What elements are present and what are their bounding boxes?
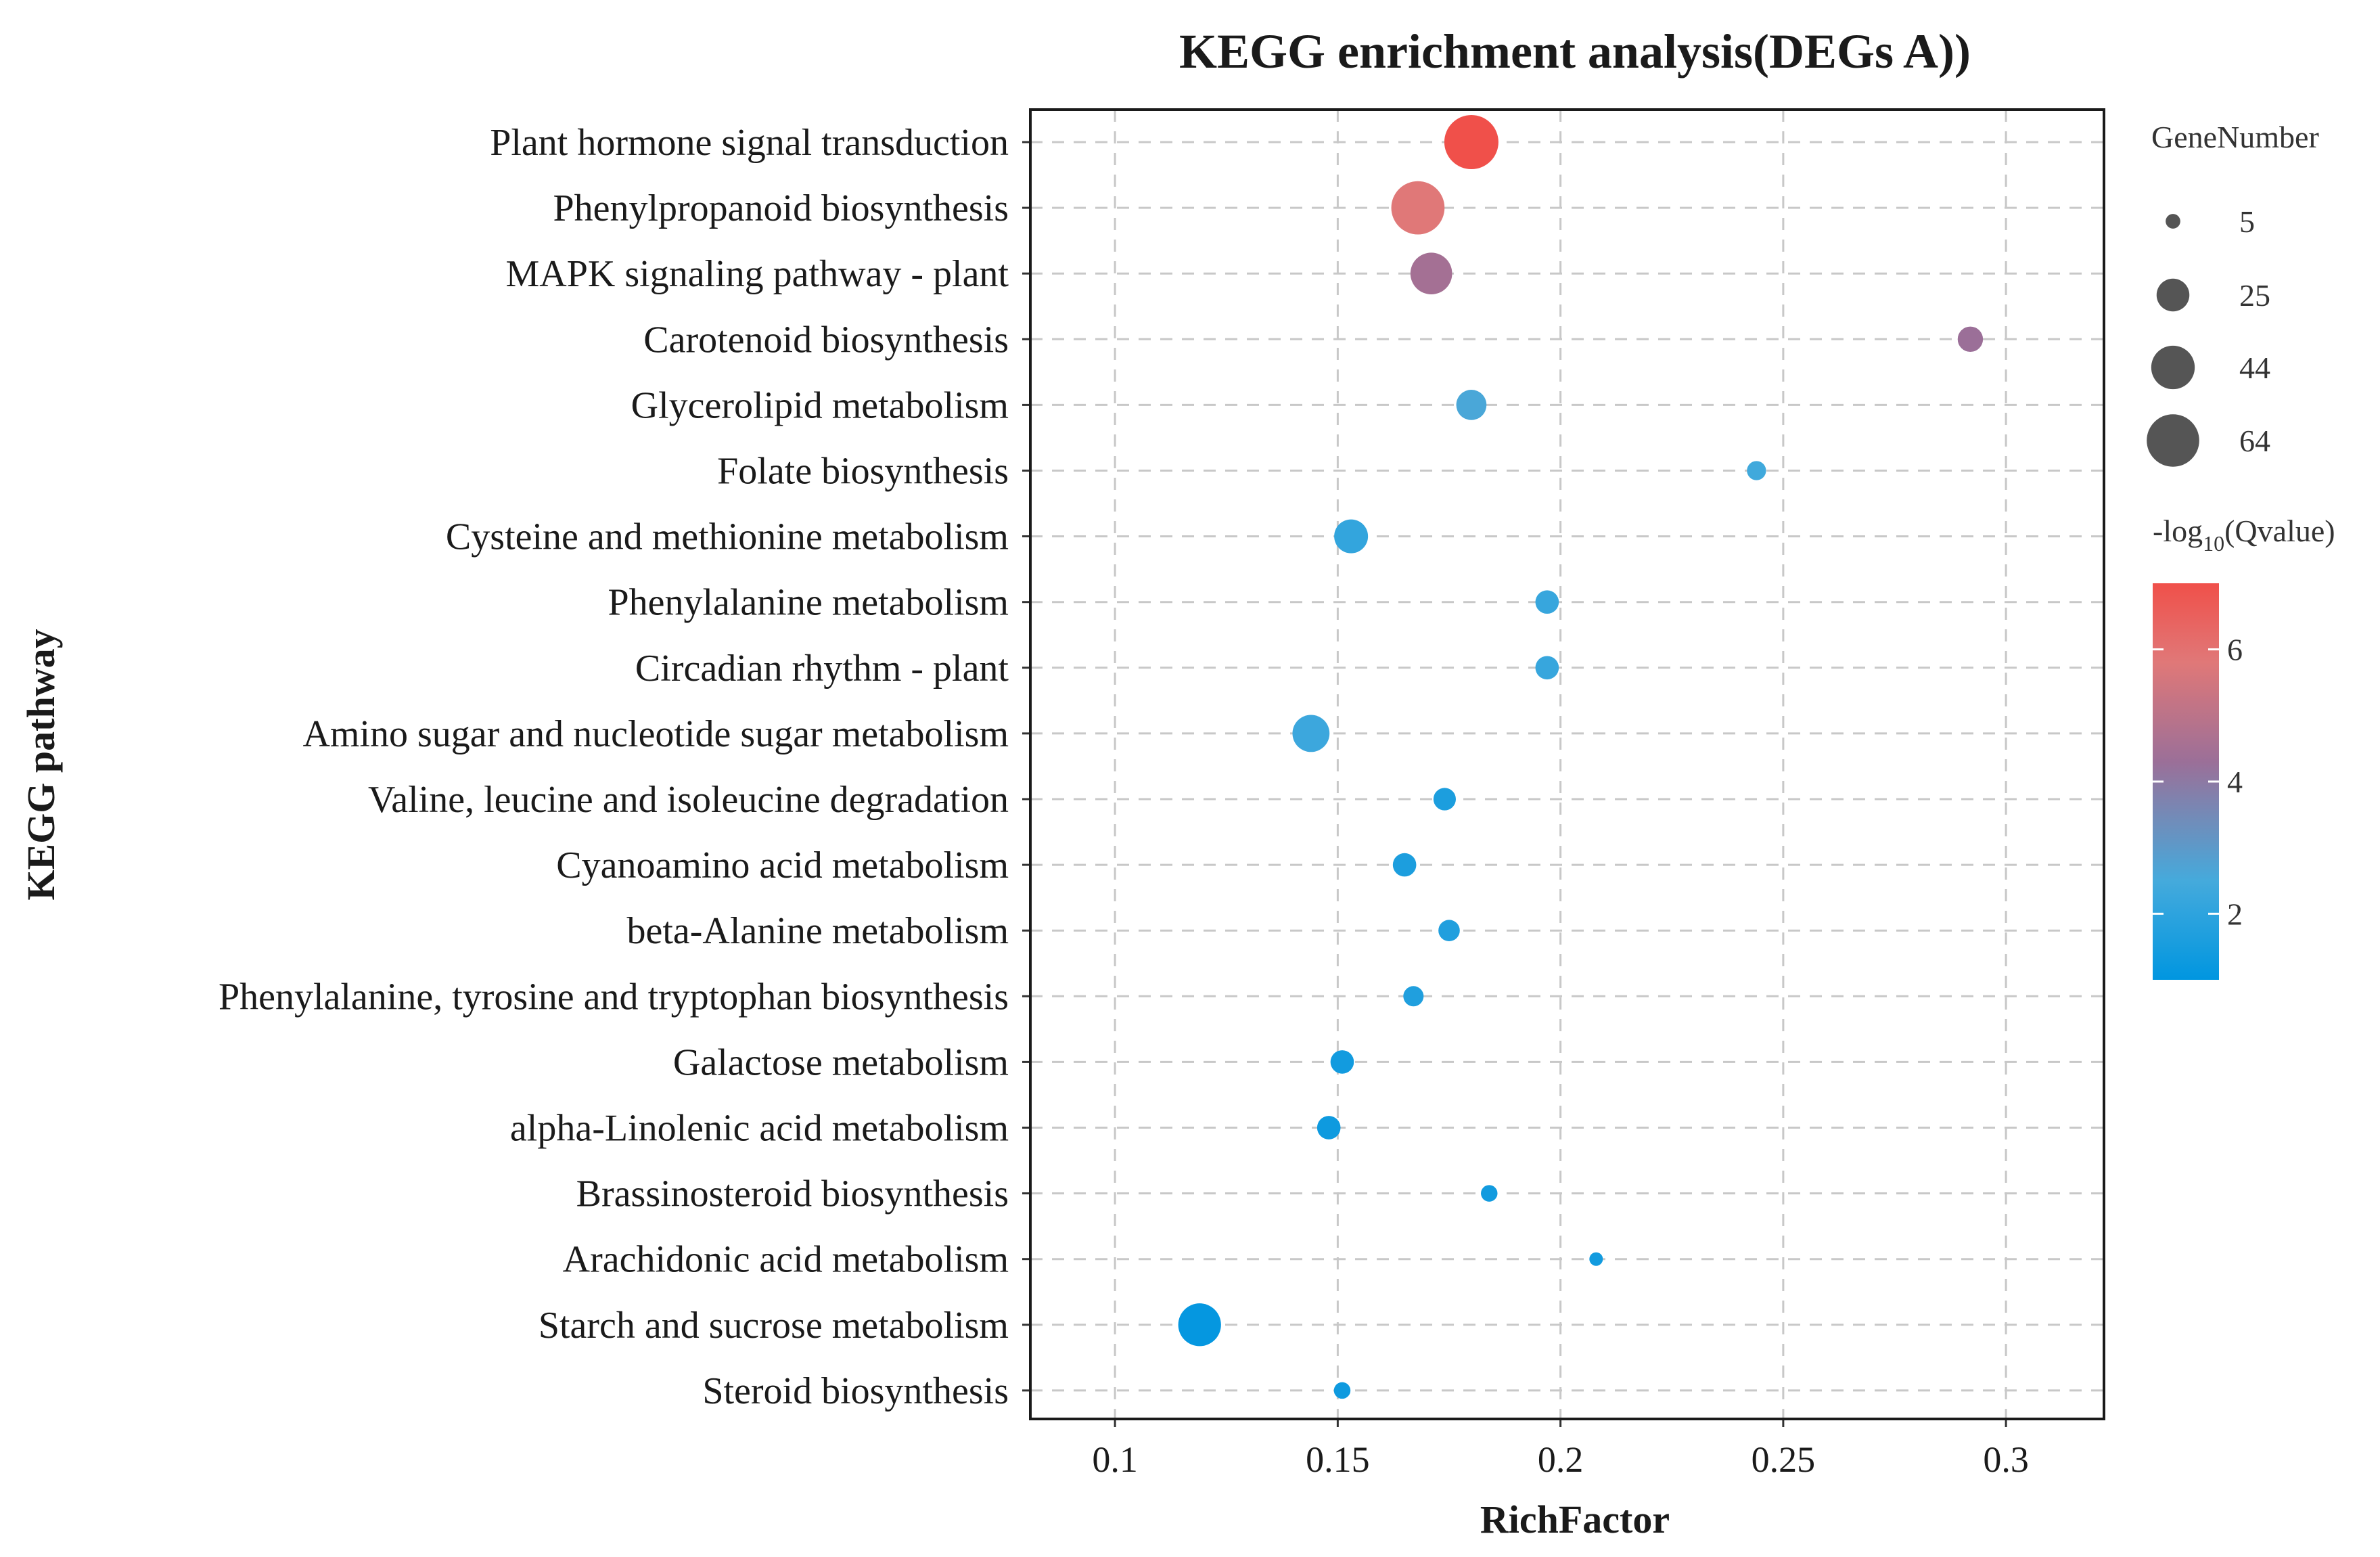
data-point xyxy=(1333,1382,1351,1399)
y-tick-label: Cyanoamino acid metabolism xyxy=(556,844,1009,886)
y-axis-title: KEGG pathway xyxy=(19,629,63,900)
y-tick-label: Amino sugar and nucleotide sugar metabol… xyxy=(302,713,1009,755)
data-point xyxy=(1317,1116,1341,1139)
size-legend-dot xyxy=(2147,414,2199,467)
size-legend-label: 64 xyxy=(2239,424,2270,458)
size-legend-title: GeneNumber xyxy=(2151,120,2319,154)
data-point xyxy=(1589,1252,1603,1266)
data-point xyxy=(1178,1303,1221,1347)
color-legend-tick-label: 6 xyxy=(2227,633,2243,667)
y-tick-label: Valine, leucine and isoleucine degradati… xyxy=(368,779,1009,821)
plot-border xyxy=(1029,108,2105,1420)
legend-layer: GeneNumber -log10(Qvalue) 5 25 44 64 2 4 6 xyxy=(2147,120,2335,980)
y-tick-label: Carotenoid biosynthesis xyxy=(643,319,1009,361)
x-tick-label: 0.3 xyxy=(1983,1439,2029,1480)
y-tick-label: Galactose metabolism xyxy=(673,1041,1009,1083)
color-legend-tick-label: 4 xyxy=(2227,765,2243,799)
data-point xyxy=(1438,920,1460,942)
size-legend-dot xyxy=(2151,345,2195,390)
data-point xyxy=(1747,461,1766,480)
color-legend-title-sub: 10 xyxy=(2203,531,2224,556)
size-legend-label: 25 xyxy=(2239,278,2270,313)
chart-title: KEGG enrichment analysis(DEGs A)) xyxy=(1179,24,1971,78)
y-tick-label: Circadian rhythm - plant xyxy=(635,648,1009,690)
x-tick-label: 0.2 xyxy=(1538,1439,1584,1480)
data-point xyxy=(1391,181,1445,235)
size-legend-label: 5 xyxy=(2239,204,2255,239)
y-tick-label: MAPK signaling pathway - plant xyxy=(506,253,1009,295)
data-point xyxy=(1403,986,1424,1007)
y-tick-label: Brassinosteroid biosynthesis xyxy=(576,1173,1009,1215)
y-tick-label: Arachidonic acid metabolism xyxy=(563,1239,1009,1281)
plot-background xyxy=(1030,110,2104,1419)
y-tick-label: Glycerolipid metabolism xyxy=(631,384,1009,426)
color-legend-title-main: -log xyxy=(2153,514,2203,548)
data-point xyxy=(1410,252,1452,295)
x-axis-title: RichFactor xyxy=(1480,1497,1670,1541)
data-point xyxy=(1330,1050,1354,1074)
y-tick-label: Starch and sucrose metabolism xyxy=(539,1305,1009,1347)
y-tick-label: alpha-Linolenic acid metabolism xyxy=(510,1108,1009,1150)
data-point xyxy=(1481,1185,1498,1202)
y-tick-label: Cysteine and methionine metabolism xyxy=(446,516,1009,558)
data-point xyxy=(1456,390,1487,420)
y-tick-label: Phenylalanine, tyrosine and tryptophan b… xyxy=(219,976,1009,1018)
y-tick-label: Steroid biosynthesis xyxy=(702,1370,1009,1412)
y-tick-label: Phenylalanine metabolism xyxy=(608,582,1009,624)
data-point xyxy=(1433,788,1456,811)
data-point xyxy=(1957,326,1984,353)
size-legend-dot xyxy=(2156,278,2190,312)
y-tick-label: Phenylpropanoid biosynthesis xyxy=(553,187,1009,229)
color-legend-bar xyxy=(2153,583,2219,980)
x-tick-label: 0.25 xyxy=(1752,1439,1816,1480)
color-legend-title: -log10(Qvalue) xyxy=(2153,514,2335,556)
data-point xyxy=(1334,519,1369,554)
data-point xyxy=(1392,853,1417,877)
color-legend-tick-label: 2 xyxy=(2227,897,2243,931)
plot-layer: Plant hormone signal transduction Phenylp… xyxy=(219,108,2105,1480)
data-point xyxy=(1535,590,1559,614)
y-tick-label: Plant hormone signal transduction xyxy=(490,122,1009,164)
y-tick-label: Folate biosynthesis xyxy=(717,451,1009,493)
x-tick-label: 0.15 xyxy=(1306,1439,1370,1480)
x-tick-label: 0.1 xyxy=(1092,1439,1138,1480)
data-point xyxy=(1535,656,1559,680)
color-legend-title-tail: (Qvalue) xyxy=(2224,514,2335,548)
data-point xyxy=(1444,115,1498,169)
size-legend-dot xyxy=(2166,214,2180,229)
y-tick-label: beta-Alanine metabolism xyxy=(627,910,1009,952)
data-point xyxy=(1292,715,1330,752)
size-legend-label: 44 xyxy=(2239,351,2270,385)
